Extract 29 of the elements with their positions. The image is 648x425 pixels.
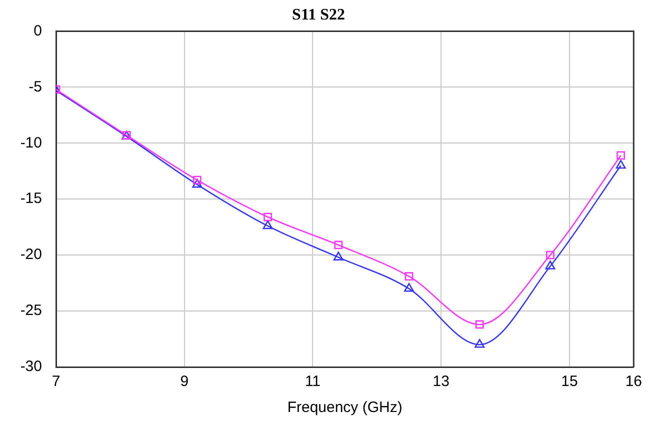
- chart-title: S11 S22: [292, 6, 345, 24]
- point: [474, 338, 485, 348]
- point: [616, 151, 626, 160]
- x-tick-label: 9: [180, 373, 189, 390]
- y-tick-label: -20: [20, 246, 42, 264]
- point: [546, 250, 554, 260]
- y-tick-label: -30: [20, 358, 42, 376]
- point: [262, 220, 273, 230]
- point: [192, 178, 202, 188]
- x-tick-label: 11: [304, 373, 321, 390]
- y-tick-label: -25: [20, 302, 42, 320]
- point: [475, 320, 484, 329]
- x-tick-label: 15: [561, 373, 578, 390]
- point: [404, 272, 414, 281]
- point: [404, 282, 414, 292]
- point: [193, 176, 202, 184]
- point: [545, 260, 556, 270]
- x-axis-title: Frequency (GHz): [287, 399, 402, 416]
- point: [264, 212, 272, 222]
- y-tick-label: -10: [20, 134, 42, 152]
- y-tick-label: -5: [28, 78, 42, 96]
- y-tick-label: -15: [20, 190, 42, 208]
- point: [333, 252, 344, 260]
- x-tick-label: 16: [625, 373, 642, 390]
- point: [334, 240, 343, 250]
- y-tick-label: 0: [34, 22, 42, 40]
- x-tick-label: 7: [52, 373, 60, 390]
- x-tick-label: 13: [432, 373, 450, 390]
- point: [616, 160, 626, 169]
